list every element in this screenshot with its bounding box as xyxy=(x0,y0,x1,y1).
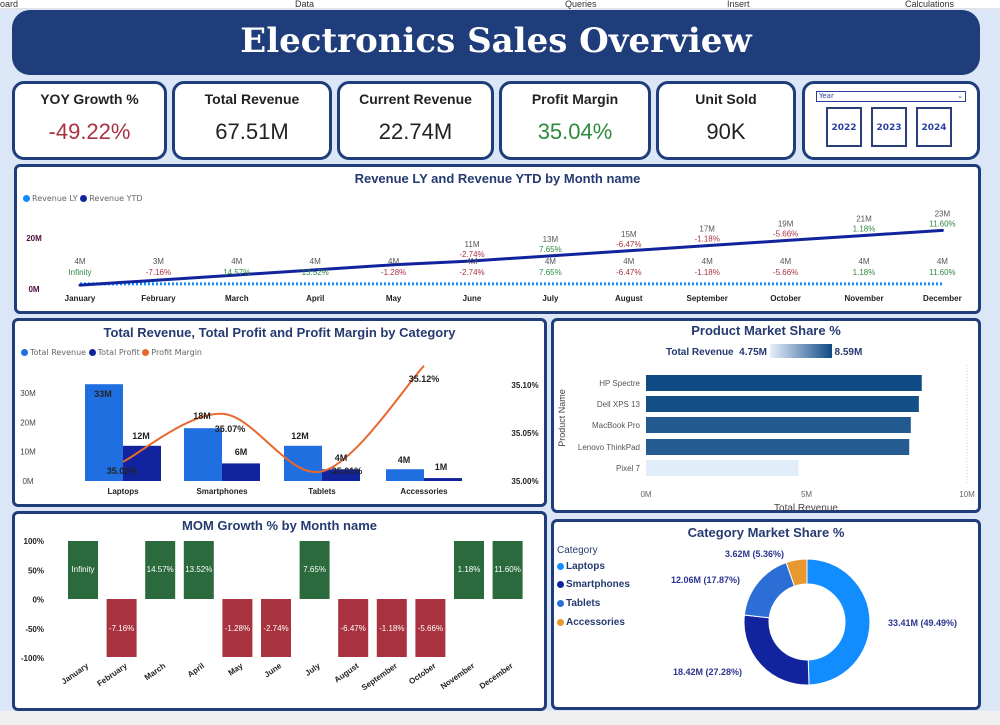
ribbon-tab[interactable]: Insert xyxy=(727,0,750,9)
legend-dot-icon xyxy=(557,581,564,588)
legend-title: Category xyxy=(557,545,598,556)
legend-item[interactable]: Revenue LY xyxy=(32,194,78,203)
legend-label: Accessories xyxy=(566,617,625,628)
gradient-bar xyxy=(769,344,832,358)
chart-title: Total Revenue, Total Profit and Profit M… xyxy=(103,325,456,340)
kpi-label: Current Revenue xyxy=(359,91,472,107)
legend-dot-icon xyxy=(142,349,150,356)
kpi-current-revenue: Current Revenue 22.74M xyxy=(337,81,494,160)
year-button-2022[interactable]: 2022 xyxy=(826,107,862,147)
page-title: Electronics Sales Overview xyxy=(12,10,980,75)
kpi-yoy-growth: YOY Growth % -49.22% xyxy=(12,81,167,160)
kpi-label: Unit Sold xyxy=(695,91,757,107)
legend-dot-icon xyxy=(23,195,30,202)
year-button-2023[interactable]: 2023 xyxy=(871,107,907,147)
ribbon-tab[interactable]: oard xyxy=(0,0,19,9)
status-bar xyxy=(0,711,1000,725)
legend-dot-icon xyxy=(88,349,96,356)
legend: Total Revenue Total Profit Profit Margin xyxy=(21,348,202,357)
gradient-legend-max: 8.59M xyxy=(834,347,863,358)
kpi-value: 90K xyxy=(706,119,746,144)
chart-title: MOM Growth % by Month name xyxy=(182,518,377,533)
ribbon: oard Data Queries Insert Calculations xyxy=(0,0,1000,9)
ribbon-tab[interactable]: Calculations xyxy=(905,0,955,9)
year-button-2024[interactable]: 2024 xyxy=(916,107,952,147)
legend-item[interactable]: Revenue YTD xyxy=(89,194,143,203)
legend: Revenue LY Revenue YTD xyxy=(23,194,143,203)
legend-item[interactable]: Tablets xyxy=(557,594,630,613)
legend-dot-icon xyxy=(557,563,564,570)
legend-label: Laptops xyxy=(566,561,605,572)
year-dropdown-label: Year xyxy=(819,92,834,100)
product-share-panel: Product Market Share % Total Revenue 4.7… xyxy=(551,318,981,513)
legend-item[interactable]: Total Profit xyxy=(97,348,140,357)
legend-item[interactable]: Smartphones xyxy=(557,575,630,594)
legend-dot-icon xyxy=(557,600,564,607)
kpi-value: 35.04% xyxy=(537,119,613,144)
kpi-value: -49.22% xyxy=(48,119,131,144)
chart-title: Revenue LY and Revenue YTD by Month name xyxy=(354,171,641,186)
category-share-panel: Category Market Share % Category Laptops… xyxy=(551,519,981,710)
gradient-legend: Total Revenue 4.75M 8.59M xyxy=(666,344,862,358)
legend-dot-icon xyxy=(80,195,88,202)
legend-label: Smartphones xyxy=(566,579,630,590)
ribbon-tab[interactable]: Data xyxy=(295,0,315,9)
kpi-label: Total Revenue xyxy=(204,91,300,107)
kpi-label: Profit Margin xyxy=(531,91,619,107)
kpi-profit-margin: Profit Margin 35.04% xyxy=(499,81,651,160)
chart-title: Category Market Share % xyxy=(687,525,845,540)
kpi-unit-sold: Unit Sold 90K xyxy=(656,81,796,160)
year-dropdown[interactable]: Year ⌄ xyxy=(816,91,966,102)
mom-growth-panel: MOM Growth % by Month name xyxy=(12,511,547,711)
kpi-total-revenue: Total Revenue 67.51M xyxy=(172,81,332,160)
kpi-label: YOY Growth % xyxy=(40,91,139,107)
donut-legend: Category Laptops Smartphones Tablets Acc… xyxy=(557,544,630,632)
revenue-line-panel: Revenue LY and Revenue YTD by Month name… xyxy=(14,164,981,314)
gradient-legend-min: 4.75M xyxy=(739,347,767,358)
ribbon-tab[interactable]: Queries xyxy=(565,0,597,9)
legend-item[interactable]: Profit Margin xyxy=(151,348,202,357)
legend-dot-icon xyxy=(557,619,564,626)
legend-item[interactable]: Total Revenue xyxy=(30,348,87,357)
chevron-down-icon: ⌄ xyxy=(957,92,963,100)
kpi-value: 67.51M xyxy=(215,119,289,144)
chart-title: Product Market Share % xyxy=(691,323,841,338)
legend-dot-icon xyxy=(21,349,28,356)
legend-item[interactable]: Accessories xyxy=(557,613,630,632)
legend-label: Tablets xyxy=(566,598,601,609)
legend-item[interactable]: Laptops xyxy=(557,558,630,575)
gradient-legend-label: Total Revenue xyxy=(666,347,734,358)
kpi-value: 22.74M xyxy=(378,119,453,144)
category-combo-panel: Total Revenue, Total Profit and Profit M… xyxy=(12,318,547,507)
